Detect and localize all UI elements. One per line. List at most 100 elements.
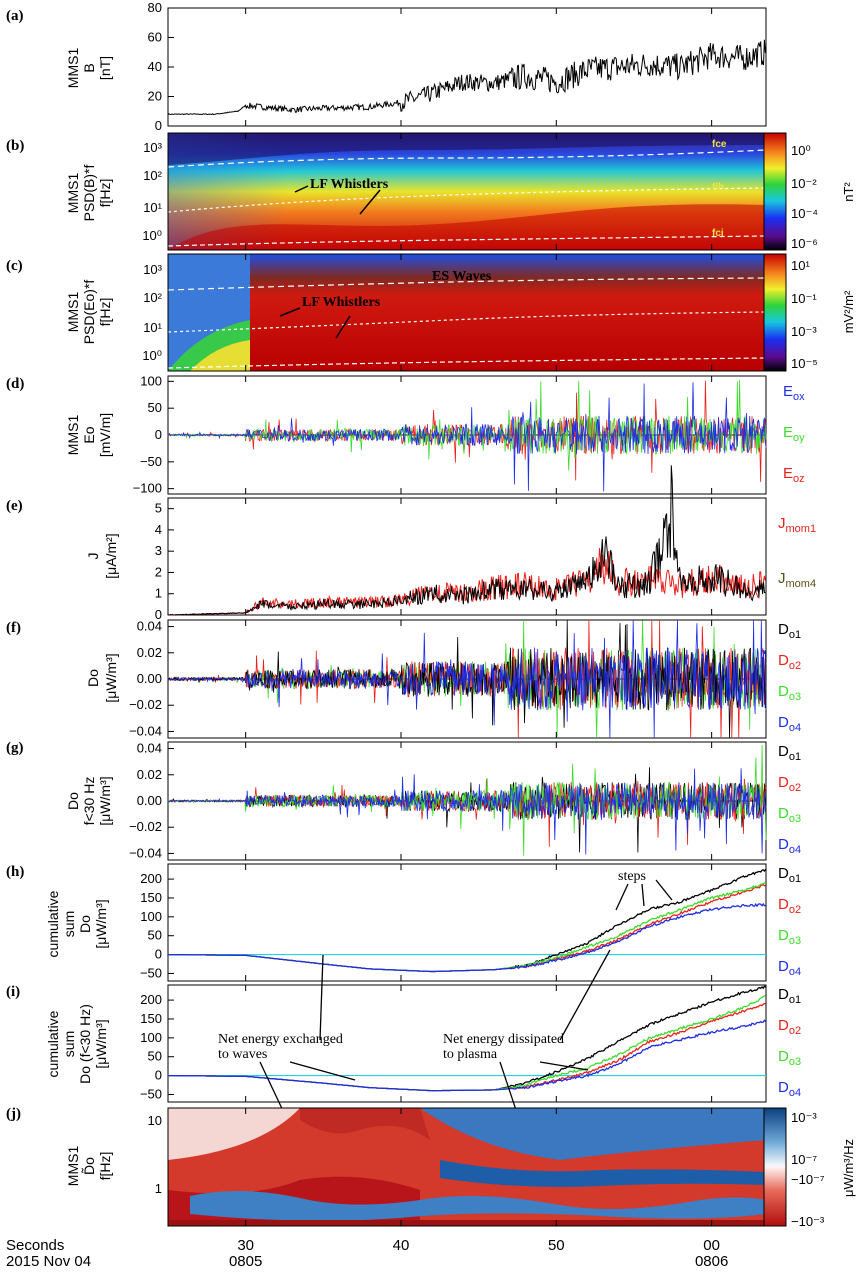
y-axis-label: cumulative sum Do (f<30 Hz) [μW/m³]	[45, 1004, 109, 1084]
y-axis-label: cumulative sum Do [μW/m³]	[45, 890, 109, 957]
legend: Do1 Do2 Do3 Do4	[778, 743, 801, 856]
y-tick-labels: 0.04 0.02 0.00 −0.02 −0.04	[129, 741, 162, 861]
legend-entry: Do4	[778, 714, 801, 734]
series-line	[167, 778, 767, 847]
ylabel-line: [nT]	[97, 56, 113, 80]
ylabel-line: MMS1	[65, 415, 81, 456]
series-line	[168, 883, 766, 973]
annotation-text: Net energy exchanged	[218, 1032, 343, 1047]
series-line	[167, 768, 767, 855]
y-tick-label: 10¹	[143, 320, 162, 335]
colorbar-tick: 10⁻³	[791, 324, 817, 339]
ylabel-line: J	[85, 553, 101, 560]
annotation-arrow	[641, 883, 645, 907]
y-tick-label: 0	[155, 1068, 162, 1083]
plot-area	[167, 7, 766, 127]
y-tick-label: 10⁰	[142, 228, 162, 243]
y-tick-labels: 0.04 0.02 0.00 −0.02 −0.04	[129, 619, 162, 739]
panel-letter: (c)	[6, 258, 23, 274]
y-axis-label: MMS1 PSD(Eo)*f f[Hz]	[65, 280, 113, 345]
panel-letter: (j)	[6, 1106, 21, 1122]
x-axis-row-label: 2015 Nov 04	[6, 1253, 91, 1270]
colorbar: 10⁻³ 10⁻⁷ −10⁻⁷ −10⁻³ μW/m³/Hz	[763, 1107, 856, 1229]
y-tick-label: 4	[155, 522, 162, 537]
colorbar-tick: 10⁻²	[791, 176, 817, 191]
annotation-arrow	[279, 307, 301, 317]
ylabel-line: B	[81, 63, 97, 72]
legend-entry: Do1	[778, 865, 801, 885]
y-tick-label: 80	[148, 0, 162, 15]
annotation-arrow	[294, 185, 309, 193]
ylabel-line: sum	[61, 911, 77, 937]
ylabel-line: f[Hz]	[97, 179, 113, 208]
y-tick-label: 100	[140, 909, 162, 924]
ylabel-line: Do (f<30 Hz)	[77, 1004, 93, 1084]
legend-entry: Do2	[778, 1017, 801, 1037]
panel-letter: (h)	[6, 864, 24, 880]
colorbar-tick: −10⁻⁷	[791, 1172, 825, 1187]
panel-b: (b) MMS1 PSD(B)*f f[Hz] 10³ 10² 10¹ 10⁰ …	[6, 132, 856, 251]
plot-area	[167, 465, 766, 616]
panel-j: (j) MMS1 D̃o f[Hz] 10 1 10⁻³ 10⁻⁷ −10⁻⁷ …	[6, 1106, 856, 1229]
y-tick-label: 0	[155, 947, 162, 962]
y-tick-label: 10²	[143, 168, 162, 183]
panel-letter: (b)	[6, 138, 24, 154]
ylabel-line: Do	[65, 792, 81, 810]
y-tick-label: 20	[148, 89, 162, 104]
panel-e: (e) J [μA/m²] 5 4 3 2 1 0 Jmom1 Jmom4	[6, 465, 816, 622]
y-tick-label: −50	[140, 965, 162, 980]
y-tick-label: 3	[155, 543, 162, 558]
ylabel-line: Do	[77, 915, 93, 933]
y-tick-labels: 200 150 100 50 0 −50	[140, 871, 162, 980]
annotation-arrow	[335, 315, 351, 339]
colorbar-unit: μW/m³/Hz	[841, 1139, 856, 1197]
plot-area	[167, 745, 767, 856]
ylabel-line: D̃o	[81, 1157, 97, 1175]
ylabel-line: MMS1	[65, 1146, 81, 1187]
y-axis-label: Do f<30 Hz [μW/m³]	[65, 776, 113, 825]
legend: Do1 Do2 Do3 Do4	[778, 865, 801, 978]
colorbar-tick: 10⁻⁴	[791, 206, 818, 221]
annotation-steps: steps	[618, 869, 646, 884]
y-tick-label: −0.04	[129, 723, 162, 738]
colorbar-tick: 10¹	[791, 258, 810, 273]
ylabel-line: MMS1	[65, 292, 81, 333]
y-tick-label: 60	[148, 30, 162, 45]
y-tick-label: 0.04	[137, 619, 162, 634]
annotation-flh: flh	[712, 182, 724, 193]
panel-letter: (d)	[6, 376, 24, 392]
annotation-arrow	[615, 883, 629, 911]
legend-entry: Do3	[778, 927, 801, 947]
legend-entry: Do4	[778, 836, 801, 856]
annotation-lf-whistlers: LF Whistlers	[310, 177, 389, 192]
y-axis-label: MMS1 PSD(B)*f f[Hz]	[65, 165, 113, 222]
y-axis-label: J [μA/m²]	[85, 533, 119, 578]
y-tick-label: 50	[148, 928, 162, 943]
y-tick-label: 10³	[143, 140, 162, 155]
y-tick-label: 200	[140, 871, 162, 886]
panel-f: (f) Do [μW/m³] 0.04 0.02 0.00 −0.02 −0.04 Do…	[6, 619, 801, 739]
y-tick-label: 2	[155, 564, 162, 579]
y-tick-label: 0.00	[137, 793, 162, 808]
ylabel-line: Do	[85, 669, 101, 687]
legend: Jmom1 Jmom4	[778, 515, 816, 590]
colorbar-tick: 10⁻³	[791, 1110, 817, 1125]
x-tick-label: 30	[237, 1237, 254, 1254]
y-tick-label: 10	[148, 1113, 162, 1128]
y-tick-label: 0.02	[137, 767, 162, 782]
legend-entry: Do2	[778, 774, 801, 794]
x-tick-sublabel: 0806	[695, 1253, 728, 1270]
ylabel-line: cumulative	[45, 890, 61, 957]
colorbar-tick: 10⁰	[791, 143, 811, 158]
ylabel-line: PSD(Eo)*f	[81, 280, 97, 345]
y-tick-label: 0	[155, 118, 162, 133]
y-tick-label: 10¹	[143, 200, 162, 215]
y-tick-labels: 100 50 0 −50 −100	[133, 373, 162, 495]
y-tick-label: −100	[133, 481, 162, 496]
ylabel-line: cumulative	[45, 1010, 61, 1077]
colorbar-unit: nT²	[841, 182, 856, 202]
y-tick-labels: 80 60 40 20 0	[148, 0, 162, 133]
panel-letter: (i)	[6, 984, 20, 1000]
